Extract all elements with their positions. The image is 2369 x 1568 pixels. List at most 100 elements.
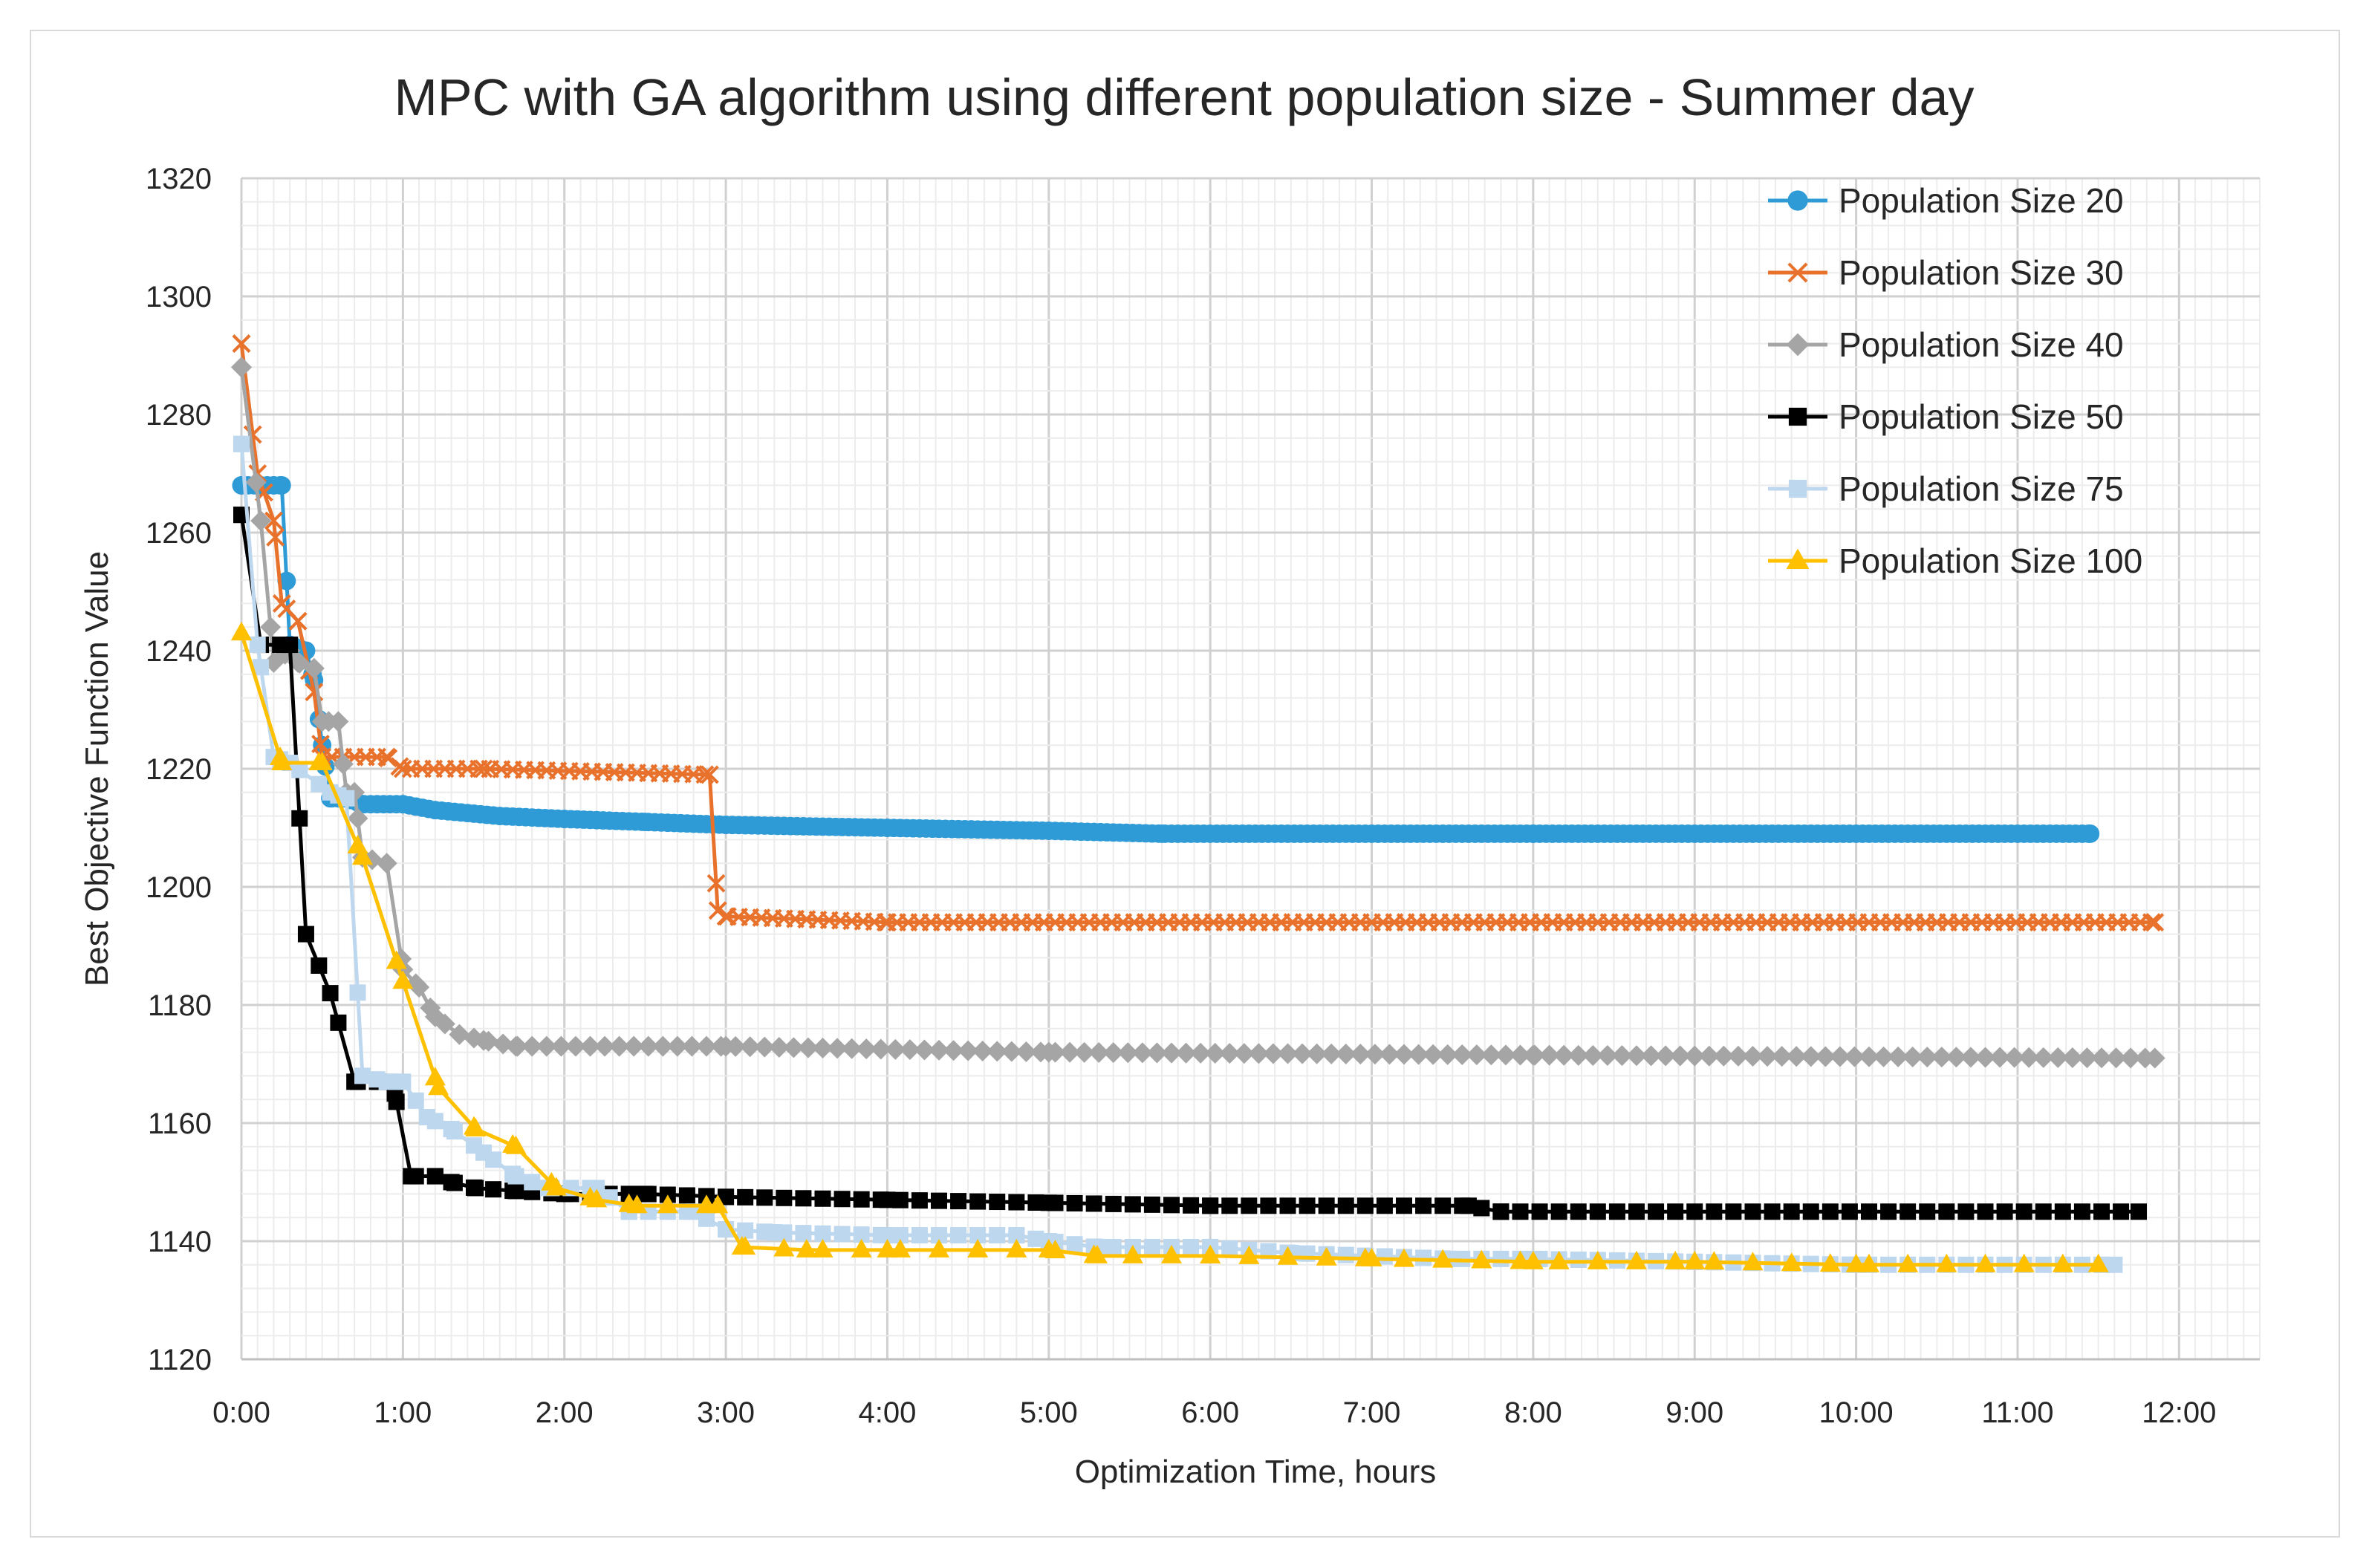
data-point bbox=[232, 334, 251, 354]
data-point bbox=[1350, 1044, 1371, 1065]
data-point bbox=[1611, 1045, 1633, 1067]
data-point-stroke bbox=[695, 765, 715, 784]
data-point bbox=[1845, 1253, 1867, 1272]
data-point bbox=[354, 1067, 371, 1084]
data-point bbox=[1548, 1250, 1570, 1269]
legend-item: Population Size 30 bbox=[1768, 253, 2124, 292]
data-point-stroke bbox=[708, 901, 727, 920]
data-point bbox=[879, 1191, 896, 1208]
data-point bbox=[1938, 1203, 1955, 1220]
legend-item: Population Size 50 bbox=[1768, 397, 2124, 436]
data-point bbox=[716, 907, 735, 926]
data-point bbox=[352, 846, 374, 865]
data-point bbox=[1684, 1045, 1706, 1067]
data-point bbox=[1292, 1043, 1313, 1064]
data-point bbox=[856, 1038, 877, 1060]
data-point-stroke bbox=[1787, 262, 1808, 283]
data-point bbox=[233, 435, 250, 452]
data-point bbox=[943, 1040, 964, 1061]
x-tick-label: 4:00 bbox=[859, 1396, 917, 1429]
data-point bbox=[623, 1035, 645, 1057]
data-point bbox=[1408, 1044, 1429, 1065]
x-tick-label: 10:00 bbox=[1819, 1396, 1894, 1429]
x-tick-label: 0:00 bbox=[212, 1396, 270, 1429]
series-markers bbox=[231, 357, 2165, 1069]
data-point bbox=[1102, 1042, 1124, 1064]
data-point bbox=[987, 1041, 1008, 1062]
data-point bbox=[245, 472, 267, 493]
data-point bbox=[1395, 1197, 1412, 1214]
data-point bbox=[1706, 1203, 1723, 1220]
data-point bbox=[1684, 1250, 1706, 1269]
data-point bbox=[1183, 1197, 1200, 1214]
data-point bbox=[2081, 824, 2100, 843]
data-point bbox=[1512, 1203, 1529, 1220]
data-point bbox=[1524, 824, 1543, 843]
data-point bbox=[833, 1226, 851, 1243]
data-point bbox=[1466, 1044, 1487, 1066]
data-point bbox=[347, 807, 368, 829]
data-point bbox=[1277, 1043, 1299, 1064]
data-point bbox=[1582, 1044, 1604, 1066]
y-tick-label: 1140 bbox=[148, 1226, 212, 1258]
data-point bbox=[1183, 1238, 1200, 1255]
data-point bbox=[928, 1238, 949, 1258]
data-point bbox=[1957, 1203, 1975, 1220]
data-point bbox=[505, 1135, 527, 1154]
chart-title: MPC with GA algorithm using different po… bbox=[394, 68, 1975, 126]
data-point bbox=[1452, 1044, 1473, 1065]
data-point bbox=[708, 901, 727, 920]
data-point bbox=[475, 1144, 493, 1161]
data-point bbox=[1279, 1197, 1296, 1214]
data-point bbox=[989, 1227, 1006, 1244]
data-point bbox=[969, 1193, 987, 1210]
x-tick-label: 1:00 bbox=[374, 1396, 432, 1429]
data-point bbox=[1088, 1042, 1110, 1064]
data-point bbox=[490, 807, 510, 825]
data-point bbox=[1553, 1044, 1575, 1066]
data-point-stroke bbox=[797, 910, 816, 929]
data-point bbox=[332, 753, 354, 775]
data-point bbox=[1124, 1196, 1141, 1213]
data-point bbox=[1786, 1046, 1807, 1067]
data-point bbox=[349, 984, 366, 1001]
data-point bbox=[586, 1188, 608, 1208]
data-point bbox=[1975, 1253, 1996, 1272]
data-point bbox=[1538, 1044, 1560, 1066]
data-point bbox=[1219, 1043, 1241, 1064]
data-point bbox=[969, 1227, 987, 1244]
data-point bbox=[1066, 1194, 1083, 1211]
data-point bbox=[565, 1035, 586, 1057]
data-point bbox=[2093, 1203, 2110, 1220]
data-point bbox=[272, 593, 291, 613]
data-point bbox=[1221, 1197, 1238, 1214]
data-point bbox=[1160, 1042, 1182, 1064]
data-point bbox=[1975, 1047, 1996, 1068]
data-point bbox=[797, 910, 816, 929]
data-point bbox=[393, 759, 412, 778]
data-point bbox=[797, 1037, 819, 1058]
data-point bbox=[473, 1029, 495, 1051]
data-point bbox=[1977, 1203, 1994, 1220]
data-point bbox=[1260, 1197, 1277, 1214]
data-point bbox=[766, 1224, 783, 1241]
data-point bbox=[783, 1037, 805, 1058]
data-point bbox=[428, 1076, 449, 1096]
data-point bbox=[1008, 1227, 1025, 1244]
data-point bbox=[1628, 1203, 1645, 1220]
data-point-stroke bbox=[272, 593, 291, 613]
data-point bbox=[378, 1073, 395, 1090]
data-point bbox=[1059, 1041, 1081, 1063]
data-point bbox=[271, 752, 293, 771]
data-point bbox=[1204, 1042, 1226, 1064]
data-point bbox=[303, 657, 325, 679]
data-point bbox=[930, 1192, 947, 1209]
legend-item: Population Size 40 bbox=[1768, 325, 2124, 364]
data-point bbox=[1725, 1203, 1742, 1220]
data-point bbox=[1306, 1043, 1328, 1064]
data-point bbox=[737, 1188, 754, 1206]
data-point bbox=[1931, 1047, 1952, 1068]
data-point bbox=[1655, 1045, 1677, 1067]
data-point bbox=[626, 1194, 648, 1214]
data-point bbox=[1316, 1246, 1337, 1266]
